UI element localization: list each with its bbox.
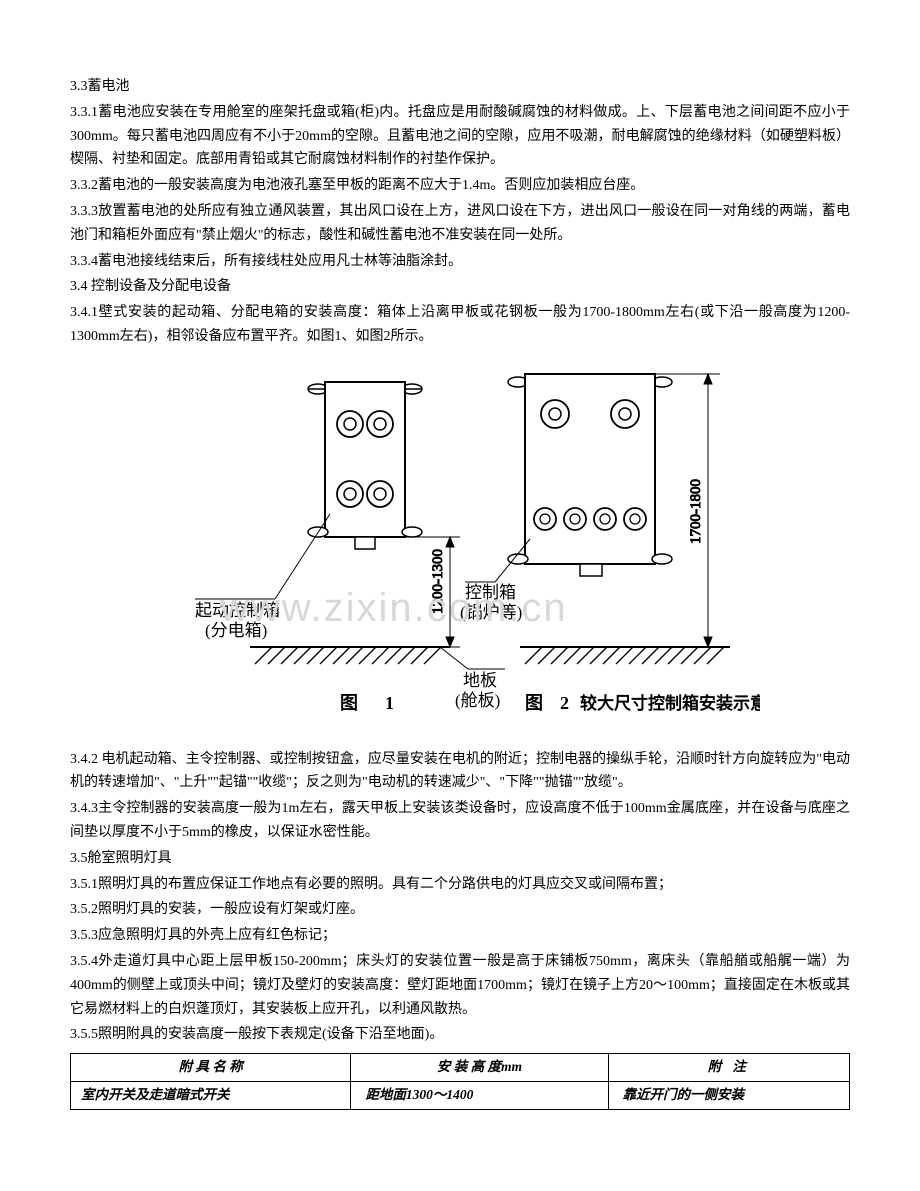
para-3-5-5: 3.5.5照明附具的安装高度一般按下表规定(设备下沿至地面)。 (70, 1023, 850, 1047)
svg-text:2: 2 (560, 693, 569, 713)
installation-diagram: 1200-1300 1700-1800 起动控制箱 (分电箱) (160, 364, 760, 724)
header-height: 安 装 高 度mm (351, 1054, 608, 1082)
svg-text:起动控制箱: 起动控制箱 (195, 601, 280, 620)
cell-note: 靠近开门的一侧安装 (608, 1082, 850, 1110)
svg-text:1: 1 (385, 693, 394, 713)
svg-text:较大尺寸控制箱安装示意图: 较大尺寸控制箱安装示意图 (580, 693, 760, 713)
para-3-3-3: 3.3.3放置蓄电池的处所应有独立通风装置，其出风口设在上方，进风口设在下方，进… (70, 200, 850, 248)
left-control-box (308, 382, 422, 549)
table-header-row: 附 具 名 称 安 装 高 度mm 附 注 (71, 1054, 850, 1082)
table-row: 室内开关及走道暗式开关 距地面1300～1400 靠近开门的一侧安装 (71, 1082, 850, 1110)
svg-text:(锅炉等): (锅炉等) (460, 603, 522, 622)
header-note: 附 注 (608, 1054, 850, 1082)
para-3-5-4: 3.5.4外走道灯具中心距上层甲板150-200mm；床头灯的安装位置一般是高于… (70, 950, 850, 1021)
svg-text:控制箱: 控制箱 (465, 583, 516, 602)
dim-right: 1700-1800 (655, 374, 720, 647)
para-3-4-2: 3.4.2 电机起动箱、主令控制器、或控制按钮盒，应尽量安装在电机的附近；控制电… (70, 748, 850, 796)
svg-text:(舱板): (舱板) (455, 691, 500, 710)
para-3-4-3: 3.4.3主令控制器的安装高度一般为1m左右，露天甲板上安装该类设备时，应设高度… (70, 797, 850, 845)
para-3-5-2: 3.5.2照明灯具的安装，一般应设有灯架或灯座。 (70, 898, 850, 922)
svg-text:图: 图 (340, 693, 358, 713)
svg-text:图: 图 (525, 693, 543, 713)
right-control-box (508, 374, 672, 576)
floor-hatch (250, 647, 730, 664)
fixtures-table: 附 具 名 称 安 装 高 度mm 附 注 室内开关及走道暗式开关 距地面130… (70, 1053, 850, 1110)
label-right-box: 控制箱 (锅炉等) (460, 539, 530, 622)
para-3-5-1: 3.5.1照明灯具的布置应保证工作地点有必要的照明。具有二个分路供电的灯具应交叉… (70, 873, 850, 897)
figure-container: www.zixin.com.cn (70, 364, 850, 733)
para-3-5-3: 3.5.3应急照明灯具的外壳上应有红色标记； (70, 924, 850, 948)
para-3-3-4: 3.3.4蓄电池接线结束后，所有接线柱处应用凡士林等油脂涂封。 (70, 250, 850, 274)
svg-text:1700-1800: 1700-1800 (688, 479, 704, 544)
para-3-5: 3.5舱室照明灯具 (70, 847, 850, 871)
para-3-3-1: 3.3.1蓄电池应安装在专用舱室的座架托盘或箱(柜)内。托盘应是用耐酸碱腐蚀的材… (70, 101, 850, 172)
para-3-3: 3.3蓄电池 (70, 75, 850, 99)
fig2-caption: 图 2 较大尺寸控制箱安装示意图 (525, 693, 760, 713)
label-floor: 地板 (舱板) (440, 647, 505, 710)
cell-name: 室内开关及走道暗式开关 (71, 1082, 351, 1110)
dim-left: 1200-1300 (405, 537, 460, 647)
svg-text:(分电箱): (分电箱) (205, 621, 267, 640)
svg-text:地板: 地板 (463, 671, 497, 690)
fig1-caption: 图 1 (340, 693, 394, 713)
para-3-3-2: 3.3.2蓄电池的一般安装高度为电池液孔塞至甲板的距离不应大于1.4m。否则应加… (70, 174, 850, 198)
header-name: 附 具 名 称 (71, 1054, 351, 1082)
para-3-4-1: 3.4.1壁式安装的起动箱、分配电箱的安装高度：箱体上沿离甲板或花钢板一般为17… (70, 301, 850, 349)
cell-height: 距地面1300～1400 (351, 1082, 608, 1110)
para-3-4: 3.4 控制设备及分配电设备 (70, 275, 850, 299)
svg-text:1200-1300: 1200-1300 (430, 549, 446, 614)
